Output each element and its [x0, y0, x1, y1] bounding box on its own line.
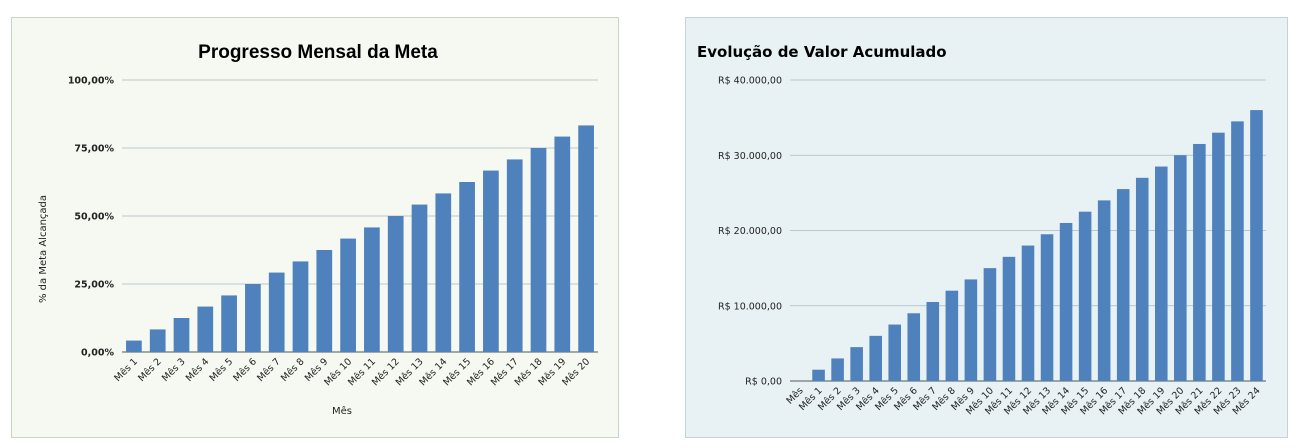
bar	[926, 301, 940, 381]
x-tick-label: Mês 7	[255, 356, 283, 384]
bar	[1097, 200, 1111, 381]
bar	[173, 318, 190, 352]
bar	[506, 159, 523, 352]
bar	[812, 369, 825, 381]
gridlines	[122, 79, 598, 353]
y-tick-label: R$ 10.000,00	[718, 301, 782, 312]
bar	[1250, 110, 1263, 381]
x-tick-label: Mês 4	[184, 356, 212, 384]
bar	[1078, 211, 1092, 381]
y-tick-label: R$ 0,00	[745, 377, 782, 388]
y-tick-label: 75,00%	[74, 144, 114, 155]
bar	[888, 324, 902, 381]
bar	[316, 250, 333, 352]
bar	[831, 358, 844, 381]
x-tick-label: Mês 5	[208, 356, 236, 384]
bar	[1193, 143, 1206, 381]
bar	[578, 125, 594, 352]
bar	[945, 290, 959, 381]
accumulated-value-chart-svg: Evolução de Valor Acumulado R$ 0,00 R$ 10…	[697, 43, 1266, 417]
bar	[1154, 166, 1168, 381]
chart-title: Evolução de Valor Acumulado	[697, 43, 947, 61]
bars	[126, 125, 594, 352]
bar	[907, 313, 921, 381]
y-tick-label: 0,00%	[81, 348, 114, 359]
bar	[850, 347, 863, 381]
goal-progress-chart: Progresso Mensal da Meta 0,00% 25,00% 50,0…	[11, 17, 619, 438]
y-tick-label: 100,00%	[68, 76, 115, 87]
bar	[197, 306, 214, 352]
bar	[869, 335, 882, 381]
bar	[364, 227, 380, 352]
bar	[1212, 132, 1225, 381]
bar	[149, 329, 166, 352]
bars	[812, 110, 1263, 381]
x-tick-label: Mês 1	[112, 356, 140, 384]
bar	[1231, 121, 1244, 381]
x-tick-label: Mês 6	[231, 356, 259, 384]
bar	[1059, 222, 1073, 381]
x-tick-label: Mês 8	[279, 356, 307, 384]
y-tick-label: 25,00%	[74, 280, 114, 291]
y-tick-label: 50,00%	[74, 212, 114, 223]
goal-progress-chart-svg: Progresso Mensal da Meta 0,00% 25,00% 50,0…	[38, 42, 598, 417]
y-tick-label: R$ 20.000,00	[718, 226, 782, 237]
x-tick-label: Mês 2	[136, 356, 164, 384]
y-tick-label: R$ 40.000,00	[718, 76, 782, 87]
bar	[554, 136, 571, 352]
bar	[245, 284, 261, 352]
accumulated-value-chart: Evolução de Valor Acumulado R$ 0,00 R$ 10…	[685, 17, 1288, 438]
y-tick-label: R$ 30.000,00	[718, 151, 782, 162]
bar	[983, 268, 997, 381]
bar	[964, 279, 978, 381]
y-tick-labels: 0,00% 25,00% 50,00% 75,00% 100,00%	[68, 76, 115, 359]
bar	[387, 216, 404, 352]
bar	[1040, 234, 1054, 381]
bar	[530, 148, 547, 352]
bar	[268, 272, 285, 352]
bar	[483, 170, 499, 352]
x-tick-label: Mês 3	[160, 356, 188, 384]
y-tick-labels: R$ 0,00 R$ 10.000,00 R$ 20.000,00 R$ 30.000…	[718, 76, 782, 388]
bar	[292, 261, 309, 352]
bar	[1021, 245, 1035, 381]
bar	[411, 204, 428, 352]
bar	[1135, 177, 1149, 381]
bar	[1174, 155, 1187, 381]
chart-title: Progresso Mensal da Meta	[198, 42, 438, 63]
x-axis-label: Mês	[332, 405, 352, 417]
y-axis-label: % da Meta Alcançada	[38, 195, 49, 303]
bar	[459, 182, 475, 352]
bar	[1116, 189, 1130, 381]
bar	[126, 340, 142, 352]
bar	[435, 193, 452, 352]
bar	[221, 295, 237, 352]
bar	[1002, 256, 1016, 381]
bar	[340, 238, 356, 352]
